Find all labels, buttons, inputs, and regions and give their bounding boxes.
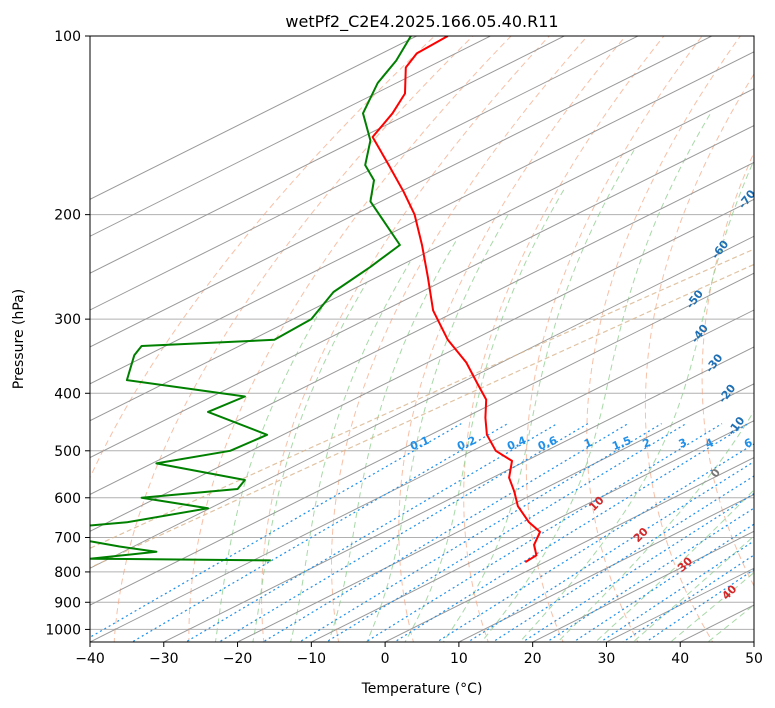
plot-frame — [90, 36, 754, 642]
isotherm-line — [656, 23, 775, 654]
mixing-ratio-label: 1.5 — [610, 434, 633, 453]
y-tick-label: 300 — [54, 312, 81, 328]
x-axis-label: Temperature (°C) — [361, 681, 483, 697]
dry-adiabat-line — [332, 23, 600, 654]
mixing-ratio-label: 1 — [582, 436, 594, 451]
dry-adiabat-line — [702, 23, 775, 654]
y-tick-label: 100 — [54, 29, 81, 45]
y-tick-label: 700 — [54, 531, 81, 547]
isotherm-line — [361, 23, 775, 654]
y-tick-label: 900 — [54, 595, 81, 611]
dry-adiabat-line — [262, 23, 562, 654]
mixing-ratio-line — [418, 424, 775, 654]
chart-title: wetPf2_C2E4.2025.166.05.40.R11 — [285, 12, 558, 32]
x-tick-label: 30 — [598, 651, 616, 667]
moist-adiabat-line — [509, 72, 775, 654]
x-tick-label: −30 — [149, 651, 179, 667]
isotherm-label: -70 — [736, 187, 759, 211]
x-tick-label: 40 — [671, 651, 689, 667]
isotherm-label: -60 — [709, 238, 732, 262]
x-tick-label: 50 — [745, 651, 763, 667]
x-axis-ticks: −40 −30 −20 −10 0 10 20 30 40 50 — [75, 642, 763, 667]
moist-adiabat-line — [398, 188, 565, 655]
x-tick-label: −10 — [297, 651, 327, 667]
mixing-ratio-label: 6 — [742, 436, 754, 451]
moist-adiabat-line — [472, 113, 711, 654]
mixing-ratio-line — [166, 424, 558, 654]
mixing-ratio-label: 3 — [677, 436, 689, 451]
y-tick-label: 200 — [54, 208, 81, 224]
x-tick-label: −40 — [75, 651, 105, 667]
dewpoint-line — [0, 36, 411, 560]
mixing-ratio-line — [61, 424, 461, 654]
moist-adiabat-label: 10 — [587, 493, 607, 513]
y-tick-label: 600 — [54, 491, 81, 507]
isotherm-label: -20 — [716, 382, 739, 406]
moist-adiabat-line — [251, 282, 367, 654]
moist-adiabat-line — [324, 239, 457, 654]
mixing-ratio-line — [474, 424, 775, 654]
mixing-ratio-line — [605, 424, 775, 654]
isotherm-line — [0, 23, 591, 654]
y-axis-label: Pressure (hPa) — [11, 289, 27, 389]
y-axis-ticks: 100 200 300 400 500 600 700 800 900 1000 — [45, 29, 90, 638]
isotherm-label: -90 — [768, 97, 775, 121]
series-layer — [0, 36, 540, 562]
y-tick-label: 500 — [54, 444, 81, 460]
isotherm-label: -30 — [703, 351, 726, 375]
isotherm-label: -50 — [684, 287, 707, 311]
mixing-ratio-label: 2 — [641, 436, 653, 451]
temperature-line — [373, 36, 540, 562]
mixing-ratio-line — [376, 424, 749, 654]
y-tick-label: 800 — [54, 565, 81, 581]
mixing-ratio-labels: 0.10.20.40.611.52346810131620253036 — [408, 434, 775, 453]
x-tick-label: 10 — [450, 651, 468, 667]
x-tick-label: −20 — [223, 651, 253, 667]
isotherm-label: -40 — [689, 322, 712, 346]
dry-adiabat-line — [645, 23, 775, 654]
mixing-ratio-line — [199, 424, 588, 654]
y-tick-label: 400 — [54, 386, 81, 402]
moist-adiabat-line — [693, 36, 775, 654]
mixing-ratio-line — [243, 424, 628, 654]
moist-adiabat-line — [435, 149, 635, 654]
dry-adiabat-line — [757, 23, 775, 654]
mixing-ratio-label: 8 — [771, 436, 775, 451]
isotherm-line — [730, 23, 775, 654]
mixing-ratio-label: 4 — [703, 436, 715, 451]
mixing-ratio-label: 0.6 — [536, 434, 559, 453]
y-tick-label: 1000 — [45, 622, 81, 638]
mixing-ratio-line — [307, 424, 686, 654]
isotherm-label: -80 — [757, 140, 775, 164]
dry-adiabat-line — [399, 23, 637, 654]
mixing-ratio-label: 0.4 — [505, 434, 528, 453]
isotherm-line — [583, 23, 775, 654]
x-tick-label: 0 — [381, 651, 390, 667]
isotherm-label: -10 — [725, 414, 748, 438]
x-tick-label: 20 — [524, 651, 542, 667]
moist-adiabat-line — [546, 36, 775, 654]
